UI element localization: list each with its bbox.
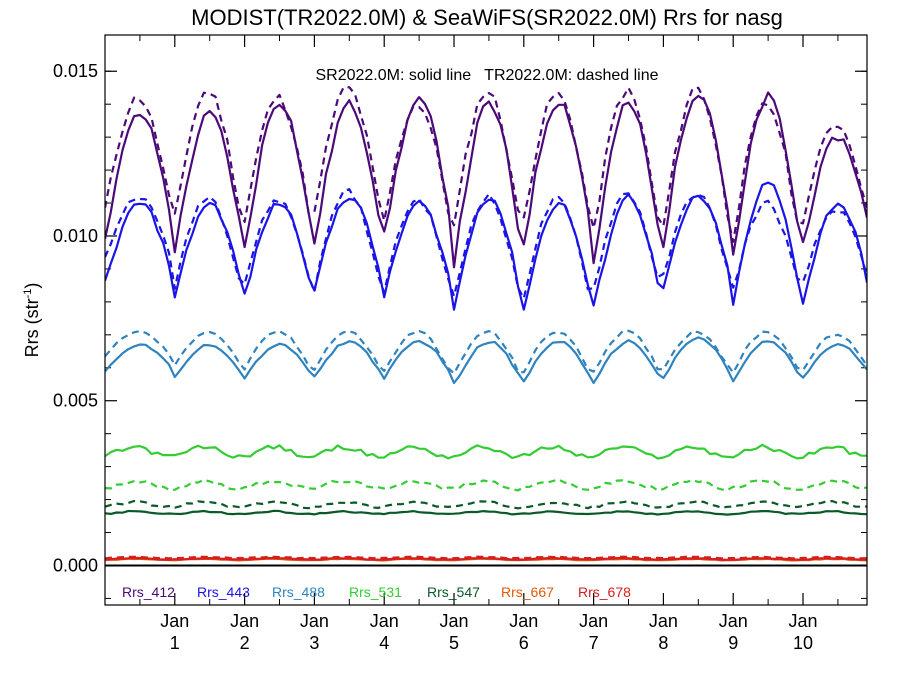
x-tick-label-year: 8 xyxy=(658,633,668,653)
legend-entry: Rrs_547 xyxy=(427,584,480,600)
series-rrs-412 xyxy=(105,86,867,269)
legend-entry: Rrs_678 xyxy=(578,584,631,600)
legend-entry: Rrs_488 xyxy=(272,584,325,600)
series-rrs-678 xyxy=(105,555,867,561)
series-rrs-531 xyxy=(105,443,867,492)
x-tick-label-year: 2 xyxy=(240,633,250,653)
x-tick-label-month: Jan xyxy=(719,611,748,631)
x-tick-label-year: 10 xyxy=(793,633,813,653)
x-tick-label-month: Jan xyxy=(649,611,678,631)
rrs-443-solid-line xyxy=(105,181,867,311)
y-tick-label: 0.015 xyxy=(53,61,98,81)
y-tick-label: 0.000 xyxy=(53,555,98,575)
rrs-678-solid-line xyxy=(105,556,867,561)
y-tick-label: 0.010 xyxy=(53,226,98,246)
x-tick-label-year: 4 xyxy=(379,633,389,653)
legend-entry: Rrs_667 xyxy=(501,584,554,600)
rrs-678-dashed-line xyxy=(105,555,867,560)
legend-entry: Rrs_412 xyxy=(122,584,175,600)
x-tick-label-month: Jan xyxy=(788,611,817,631)
x-tick-label-year: 7 xyxy=(589,633,599,653)
rrs-443-dashed-line xyxy=(105,188,867,300)
rrs-412-dashed-line xyxy=(105,86,867,243)
x-tick-label-year: 5 xyxy=(449,633,459,653)
rrs-412-solid-line xyxy=(105,91,867,269)
chart-title: MODIST(TR2022.0M) & SeaWiFS(SR2022.0M) R… xyxy=(191,5,783,30)
x-tick-label-month: Jan xyxy=(370,611,399,631)
legend: Rrs_412 Rrs_443 Rrs_488 Rrs_531 Rrs_547 Rrs_6… xyxy=(122,584,631,600)
y-axis-label-exponent: -1 xyxy=(22,289,34,299)
x-tick-label-year: 3 xyxy=(309,633,319,653)
x-tick-label-year: 6 xyxy=(519,633,529,653)
series-rrs-443 xyxy=(105,181,867,311)
x-tick-label-month: Jan xyxy=(579,611,608,631)
rrs-488-solid-line xyxy=(105,336,867,385)
series-rrs-488 xyxy=(105,329,867,385)
rrs-531-dashed-line xyxy=(105,478,867,492)
y-tick-label: 0.005 xyxy=(53,391,98,411)
rrs-488-dashed-line xyxy=(105,329,867,375)
x-tick-label-month: Jan xyxy=(160,611,189,631)
rrs-531-solid-line xyxy=(105,443,867,460)
y-axis-ticks: 0.000 0.005 0.010 0.015 xyxy=(53,61,867,599)
plot-frame xyxy=(104,34,868,606)
x-tick-label-month: Jan xyxy=(300,611,329,631)
x-tick-label-month: Jan xyxy=(439,611,468,631)
series-rrs-547 xyxy=(105,499,867,516)
x-tick-label-year: 9 xyxy=(728,633,738,653)
series-layer xyxy=(105,86,867,562)
legend-entry: Rrs_531 xyxy=(349,584,402,600)
x-tick-label-month: Jan xyxy=(230,611,259,631)
rrs-547-dashed-line xyxy=(105,499,867,510)
y-axis-label-close: ) xyxy=(22,283,42,289)
y-axis-label: Rrs (str-1) xyxy=(22,283,42,358)
legend-entry: Rrs_443 xyxy=(197,584,250,600)
x-axis-ticks: Jan1Jan2Jan3Jan4Jan5Jan6Jan7Jan8Jan9Jan1… xyxy=(139,35,839,653)
rrs-547-solid-line xyxy=(105,509,867,516)
y-axis-label-main: Rrs (str xyxy=(22,298,42,357)
x-tick-label-month: Jan xyxy=(509,611,538,631)
x-tick-label-year: 1 xyxy=(170,633,180,653)
line-style-annotation: SR2022.0M: solid line TR2022.0M: dashed … xyxy=(315,67,658,84)
